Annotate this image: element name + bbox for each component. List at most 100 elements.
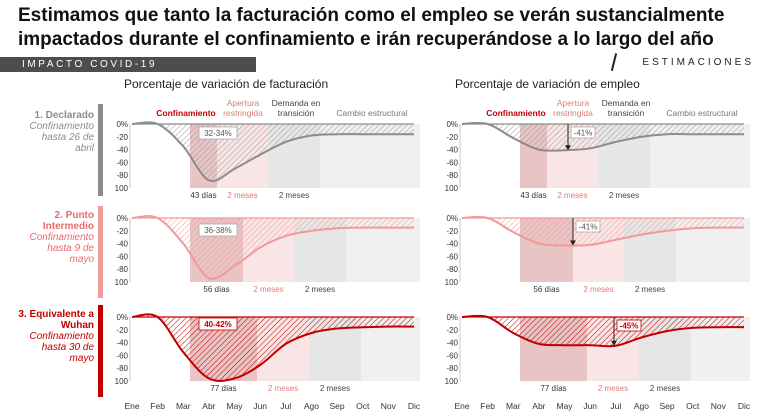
r3-fact-annotation: 40-42%	[204, 320, 232, 329]
r1-fact-phase-confinamiento: Confinamiento	[156, 108, 216, 118]
r1-fact-annotation: 32-34%	[204, 129, 232, 138]
r1-emp-duration-2: 2 meses	[557, 191, 587, 200]
r1-emp-ytick-4: -80	[446, 171, 458, 180]
r1-emp-ytick-2: -40	[446, 146, 458, 155]
r1-fact-series-line	[131, 121, 414, 183]
scenario-bar-3	[98, 305, 103, 397]
r3-fact-duration-2: 2 meses	[268, 384, 298, 393]
r3-emp-arrow-head	[611, 340, 617, 346]
r3-emp-duration-1: 77 días	[540, 384, 566, 393]
r3-fact-xtick-Ago: Ago	[304, 401, 319, 411]
r1-fact-phase-demanda-2: transición	[278, 108, 315, 118]
r2-fact-phase-shade-4	[346, 218, 420, 282]
section-banner: IMPACTO COVID-19	[0, 57, 256, 72]
r1-emp-ytick-1: -20	[446, 133, 458, 142]
r1-emp-annotation-box	[570, 126, 596, 139]
r3-fact-xtick-Sep: Sep	[330, 401, 345, 411]
r3-emp-ytick-1: -20	[446, 326, 458, 335]
r3-fact-xtick-Nov: Nov	[381, 401, 397, 411]
r3-emp-xtick-Feb: Feb	[480, 401, 495, 411]
r1-fact-phase-apertura-2: restringida	[223, 108, 263, 118]
r3-fact-series-line	[131, 313, 415, 382]
r1-fact-ytick-0: 0%	[116, 120, 128, 129]
r2-fact-duration-1: 56 días	[203, 285, 229, 294]
r1-emp-annotation: -41%	[574, 129, 593, 138]
r1-fact-ytick-5: 100	[115, 184, 129, 193]
scenario-sub-1c: abril	[75, 143, 94, 154]
r3-emp-area	[462, 315, 744, 347]
page-title-line-1: Estimamos que tanto la facturación como …	[18, 5, 725, 26]
right-panel-title: Porcentaje de variación de empleo	[455, 77, 640, 91]
scenario-sub-1b: hasta 26 de	[41, 132, 94, 143]
chart-layer: 0% -20 -40 -60 -80 100 32-34% 43 días 2 meses 2 m…	[115, 98, 751, 411]
r3-fact-xtick-Dic: Dic	[408, 401, 421, 411]
r3-fact-xtick-Ene: Ene	[124, 401, 139, 411]
r1-emp-phase-apertura-1: Apertura	[557, 98, 590, 108]
scenario-label-2: 2. Punto Intermedio Confinamiento hasta …	[16, 210, 94, 265]
r1-emp-phase-demanda-2: transición	[608, 108, 645, 118]
r2-emp-duration-1: 56 días	[533, 285, 559, 294]
r3-fact-ytick-2: -40	[116, 339, 128, 348]
r3-fact-duration-1: 77 días	[210, 384, 236, 393]
r3-emp-annotation: -45%	[620, 322, 639, 331]
r2-fact-series-line	[131, 215, 414, 280]
r2-fact-ytick-1: -20	[116, 227, 128, 236]
r3-emp-duration-3: 2 meses	[650, 384, 680, 393]
r2-fact-duration-3: 2 meses	[305, 285, 335, 294]
scenario-name-3: 3. Equivalente a	[18, 309, 94, 320]
scenario-name-2b: Intermedio	[42, 221, 94, 232]
r3-emp-ytick-5: 100	[445, 377, 459, 386]
scenario-sub-3a: Confinamiento	[29, 331, 94, 342]
r1-fact-ytick-1: -20	[116, 133, 128, 142]
scenario-sub-2a: Confinamiento	[29, 232, 94, 243]
r1-emp-area	[462, 122, 744, 151]
scenario-sub-2b: hasta 9 de	[47, 243, 94, 254]
r3-emp-xtick-Abr: Abr	[532, 401, 545, 411]
r3-emp-ytick-4: -80	[446, 364, 458, 373]
r3-emp-xtick-Jun: Jun	[583, 401, 597, 411]
scenario-sub-1a: Confinamiento	[29, 121, 94, 132]
r1-fact-ytick-4: -80	[116, 171, 128, 180]
r2-fact-ytick-5: 100	[115, 278, 129, 287]
r2-emp-ytick-0: 0%	[446, 214, 458, 223]
r2-emp-ytick-5: 100	[445, 278, 459, 287]
r3-emp-xtick-Sep: Sep	[660, 401, 675, 411]
r2-emp-area	[462, 216, 744, 246]
r2-emp-duration-3: 2 meses	[635, 285, 665, 294]
r3-fact-ytick-5: 100	[115, 377, 129, 386]
scenario-sub-3b: hasta 30 de	[41, 342, 94, 353]
r3-fact-ytick-1: -20	[116, 326, 128, 335]
r1-fact-annotation-box	[198, 126, 238, 140]
r3-fact-xtick-Abr: Abr	[202, 401, 215, 411]
r2-fact-duration-2: 2 meses	[253, 285, 283, 294]
scenario-label-1: 1. Declarado Confinamiento hasta 26 de a…	[16, 110, 94, 154]
r3-emp-xtick-Dic: Dic	[738, 401, 751, 411]
r2-emp-duration-2: 2 meses	[583, 285, 613, 294]
scenario-name-2: 2. Punto	[54, 210, 94, 221]
r3-emp-xtick-Oct: Oct	[686, 401, 700, 411]
scenario-label-3: 3. Equivalente a Wuhan Confinamiento has…	[16, 309, 94, 364]
r2-fact-ytick-4: -80	[116, 265, 128, 274]
r2-emp-arrow-head	[570, 240, 576, 246]
r1-fact-ytick-3: -60	[116, 158, 128, 167]
r1-fact-phase-apertura-1: Apertura	[227, 98, 260, 108]
r3-fact-xtick-Jul: Jul	[280, 401, 291, 411]
scenario-bar-2	[98, 206, 103, 298]
r3-emp-xtick-Mar: Mar	[506, 401, 521, 411]
r2-fact-ytick-0: 0%	[116, 214, 128, 223]
r1-emp-phase-confinamiento: Confinamiento	[486, 108, 546, 118]
r3-fact-ytick-3: -60	[116, 351, 128, 360]
r3-fact-xtick-Oct: Oct	[356, 401, 370, 411]
r3-emp-xtick-Ene: Ene	[454, 401, 469, 411]
r3-fact-annotation-box	[198, 317, 238, 331]
r2-emp-annotation-box	[575, 220, 601, 233]
r3-fact-xtick-Feb: Feb	[150, 401, 165, 411]
r3-fact-ytick-4: -80	[116, 364, 128, 373]
r1-fact-ytick-2: -40	[116, 146, 128, 155]
scenario-sub-2c: mayo	[69, 254, 94, 265]
r3-emp-ytick-3: -60	[446, 351, 458, 360]
r3-fact-area	[132, 314, 414, 381]
r2-emp-ytick-2: -40	[446, 240, 458, 249]
r2-emp-ytick-1: -20	[446, 227, 458, 236]
